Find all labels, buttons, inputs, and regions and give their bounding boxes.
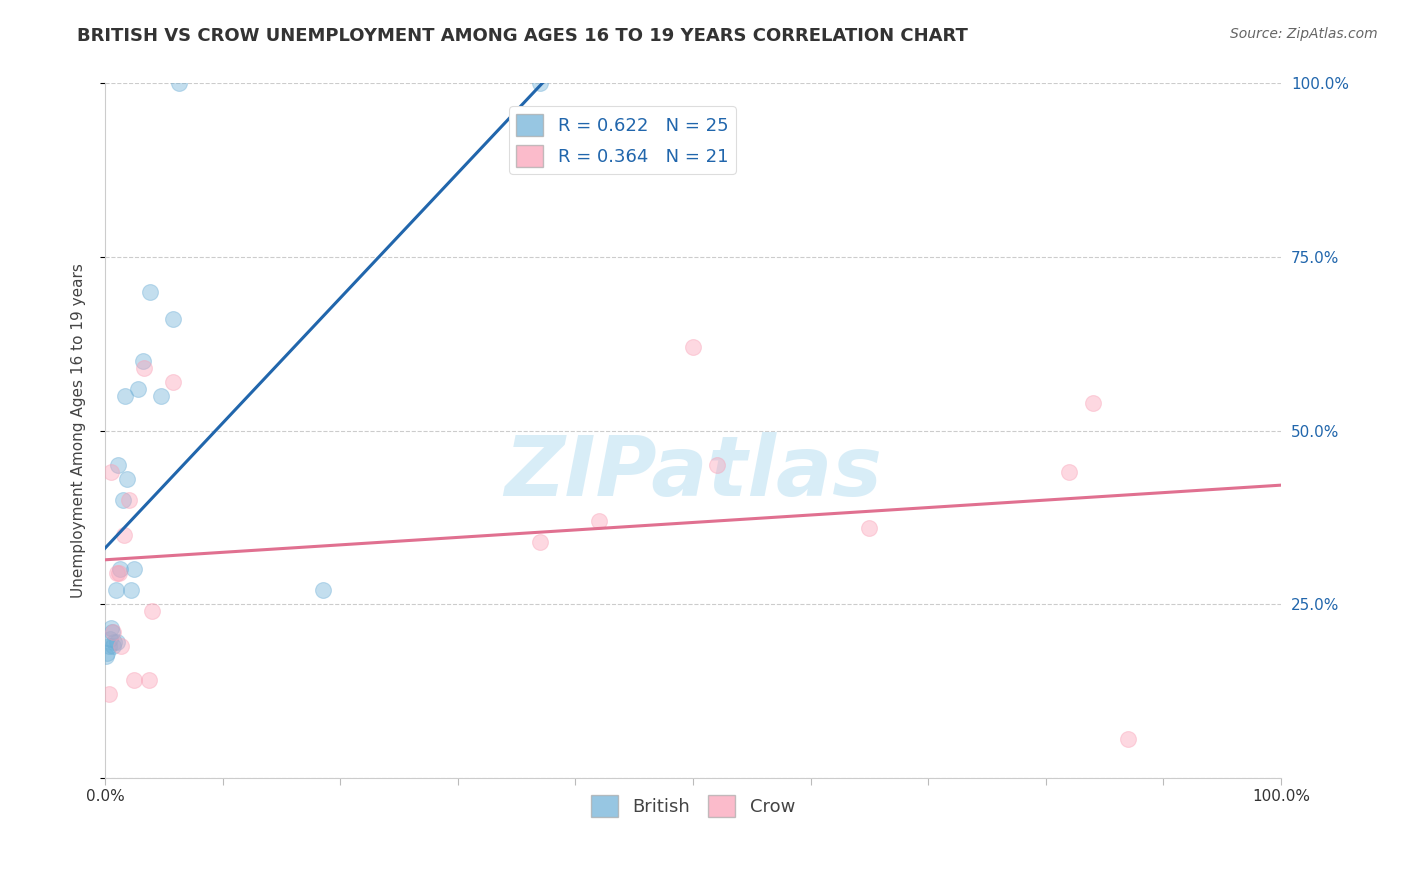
Point (100, 621, 122, 635)
Point (162, 312, 184, 326)
Point (108, 566, 131, 580)
Point (110, 639, 132, 653)
Point (110, 562, 132, 576)
Point (114, 389, 136, 403)
Point (100, 465, 122, 479)
Point (103, 624, 125, 639)
Point (97, 687, 120, 701)
Point (529, 77, 551, 91)
Point (103, 639, 125, 653)
Point (120, 583, 142, 598)
Point (682, 340, 704, 354)
Point (117, 472, 139, 486)
Point (101, 624, 124, 639)
Point (105, 635, 128, 649)
Text: Source: ZipAtlas.com: Source: ZipAtlas.com (1230, 27, 1378, 41)
Point (858, 521, 880, 535)
Point (103, 635, 125, 649)
Point (167, 77, 190, 91)
Point (1116, 732, 1139, 747)
Point (529, 534, 551, 549)
Point (141, 604, 163, 618)
Point (96, 649, 118, 664)
Point (1081, 395, 1104, 409)
Point (127, 382, 149, 396)
Point (706, 458, 728, 473)
Y-axis label: Unemployment Among Ages 16 to 19 years: Unemployment Among Ages 16 to 19 years (72, 263, 86, 598)
Point (132, 361, 155, 376)
Point (96, 646, 118, 660)
Point (111, 492, 134, 507)
Point (124, 562, 146, 576)
Point (124, 673, 146, 688)
Point (117, 492, 139, 507)
Point (97, 639, 120, 653)
Point (150, 389, 173, 403)
Point (104, 583, 127, 598)
Point (105, 566, 128, 580)
Point (112, 527, 135, 541)
Point (588, 514, 610, 528)
Point (1059, 465, 1081, 479)
Point (162, 375, 184, 389)
Point (131, 354, 153, 368)
Point (107, 458, 129, 473)
Legend: British, Crow: British, Crow (583, 788, 803, 824)
Point (98, 632, 121, 646)
Point (138, 285, 160, 299)
Point (138, 673, 160, 688)
Text: ZIPatlas: ZIPatlas (505, 432, 882, 513)
Point (311, 583, 333, 598)
Text: BRITISH VS CROW UNEMPLOYMENT AMONG AGES 16 TO 19 YEARS CORRELATION CHART: BRITISH VS CROW UNEMPLOYMENT AMONG AGES … (77, 27, 969, 45)
